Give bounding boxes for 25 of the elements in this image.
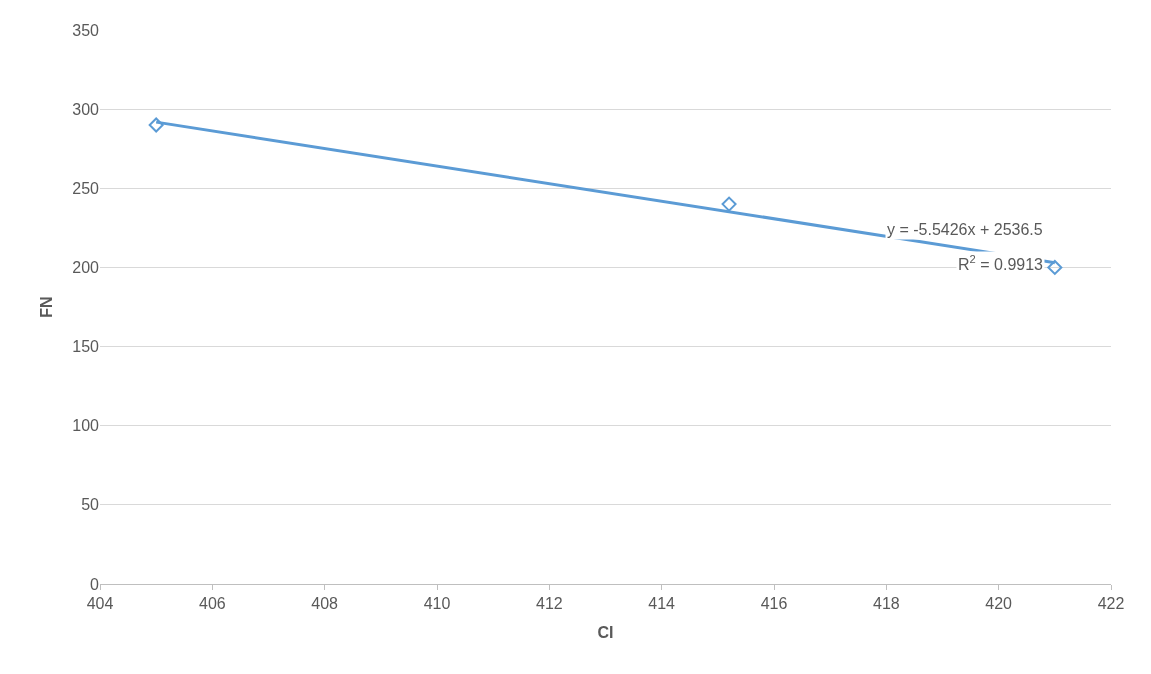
x-tick-label: 422 <box>1097 595 1125 613</box>
x-tick-label: 410 <box>423 595 451 613</box>
point <box>1047 259 1063 275</box>
point <box>148 117 164 133</box>
x-tick-label: 404 <box>86 595 114 613</box>
y-tick-label: 250 <box>72 179 100 197</box>
y-tick-label: 0 <box>90 575 100 593</box>
point <box>721 196 737 212</box>
y-tick-label: 300 <box>72 100 100 118</box>
y-tick-label: 50 <box>81 496 100 514</box>
y-tick-label: 350 <box>72 21 100 39</box>
x-tick-label: 408 <box>311 595 339 613</box>
x-tick-label: 416 <box>760 595 788 613</box>
x-tick-label: 420 <box>985 595 1013 613</box>
x-tick-label: 412 <box>535 595 563 613</box>
x-tick-label: 406 <box>198 595 226 613</box>
x-tick-label: 418 <box>872 595 900 613</box>
x-tick-label: 414 <box>648 595 676 613</box>
y-axis-title: FN <box>38 296 56 318</box>
y-tick-label: 150 <box>72 338 100 356</box>
annotation: R$^{2}$ = 0.9913 <box>958 253 1044 273</box>
x-axis-title: CI <box>597 623 614 641</box>
y-tick-label: 200 <box>72 259 100 277</box>
annotation: y = -5.5426x + 2536.5 <box>887 221 1043 238</box>
y-tick-label: 100 <box>72 417 100 435</box>
